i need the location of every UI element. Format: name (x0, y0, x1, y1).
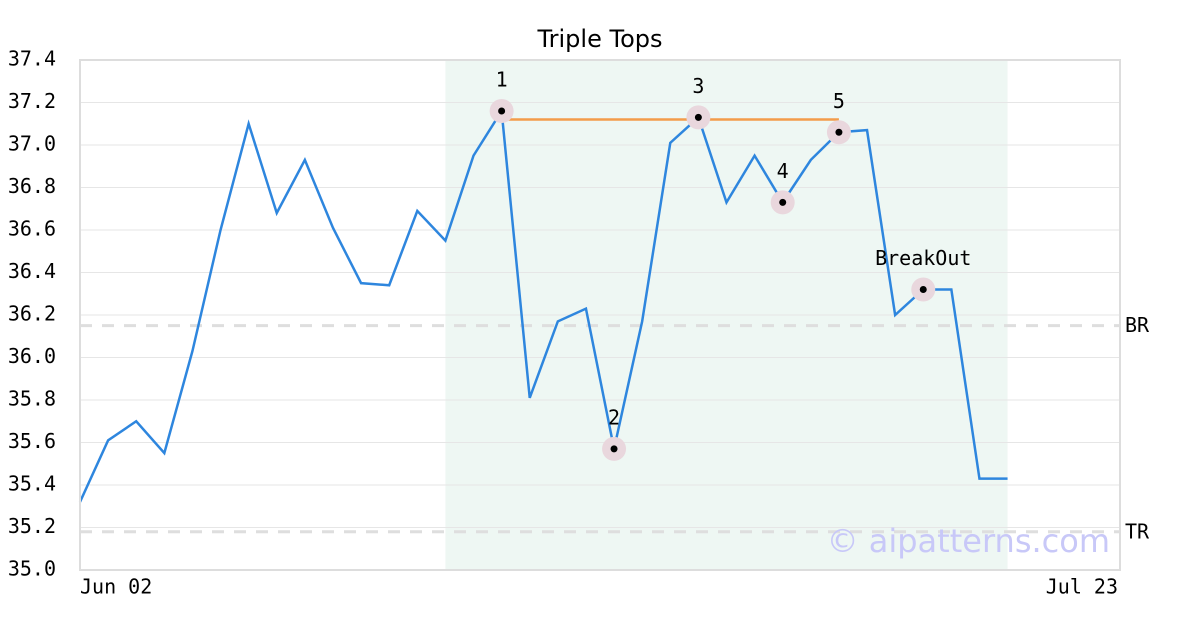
point-label: 5 (833, 89, 845, 113)
y-tick-label: 36.2 (8, 302, 56, 326)
point-dot (835, 128, 843, 136)
series-line (78, 107, 1008, 503)
y-tick-label: 36.6 (8, 217, 56, 241)
y-tick-label: 37.4 (8, 47, 56, 71)
point-label: BreakOut (875, 246, 971, 270)
point-label: 4 (777, 159, 789, 183)
y-tick-label: 35.8 (8, 387, 56, 411)
y-tick-label: 36.4 (8, 259, 56, 283)
point-dot (779, 198, 787, 206)
y-tick-label: 37.0 (8, 132, 56, 156)
chart-title: Triple Tops (537, 25, 663, 53)
point-dot (610, 445, 618, 453)
watermark: © aipatterns.com (827, 522, 1110, 560)
point-dot (919, 286, 927, 293)
point-label: 2 (608, 405, 620, 429)
point-label: 3 (692, 74, 704, 98)
level-label: TR (1125, 519, 1150, 543)
y-tick-label: 35.0 (8, 557, 56, 581)
plot-frame (79, 59, 1121, 571)
y-tick-label: 36.8 (8, 174, 56, 198)
y-tick-label: 37.2 (8, 89, 56, 113)
y-tick-label: 36.0 (8, 344, 56, 368)
y-tick-label: 35.4 (8, 472, 56, 496)
x-tick-label: Jun 02 (80, 575, 152, 599)
y-tick-label: 35.6 (8, 429, 56, 453)
level-label: BR (1125, 313, 1150, 337)
x-tick-label: Jul 23 (1046, 575, 1118, 599)
point-dot (694, 113, 702, 121)
point-dot (498, 107, 506, 115)
y-tick-label: 35.2 (8, 514, 56, 538)
point-label: 1 (496, 68, 508, 92)
